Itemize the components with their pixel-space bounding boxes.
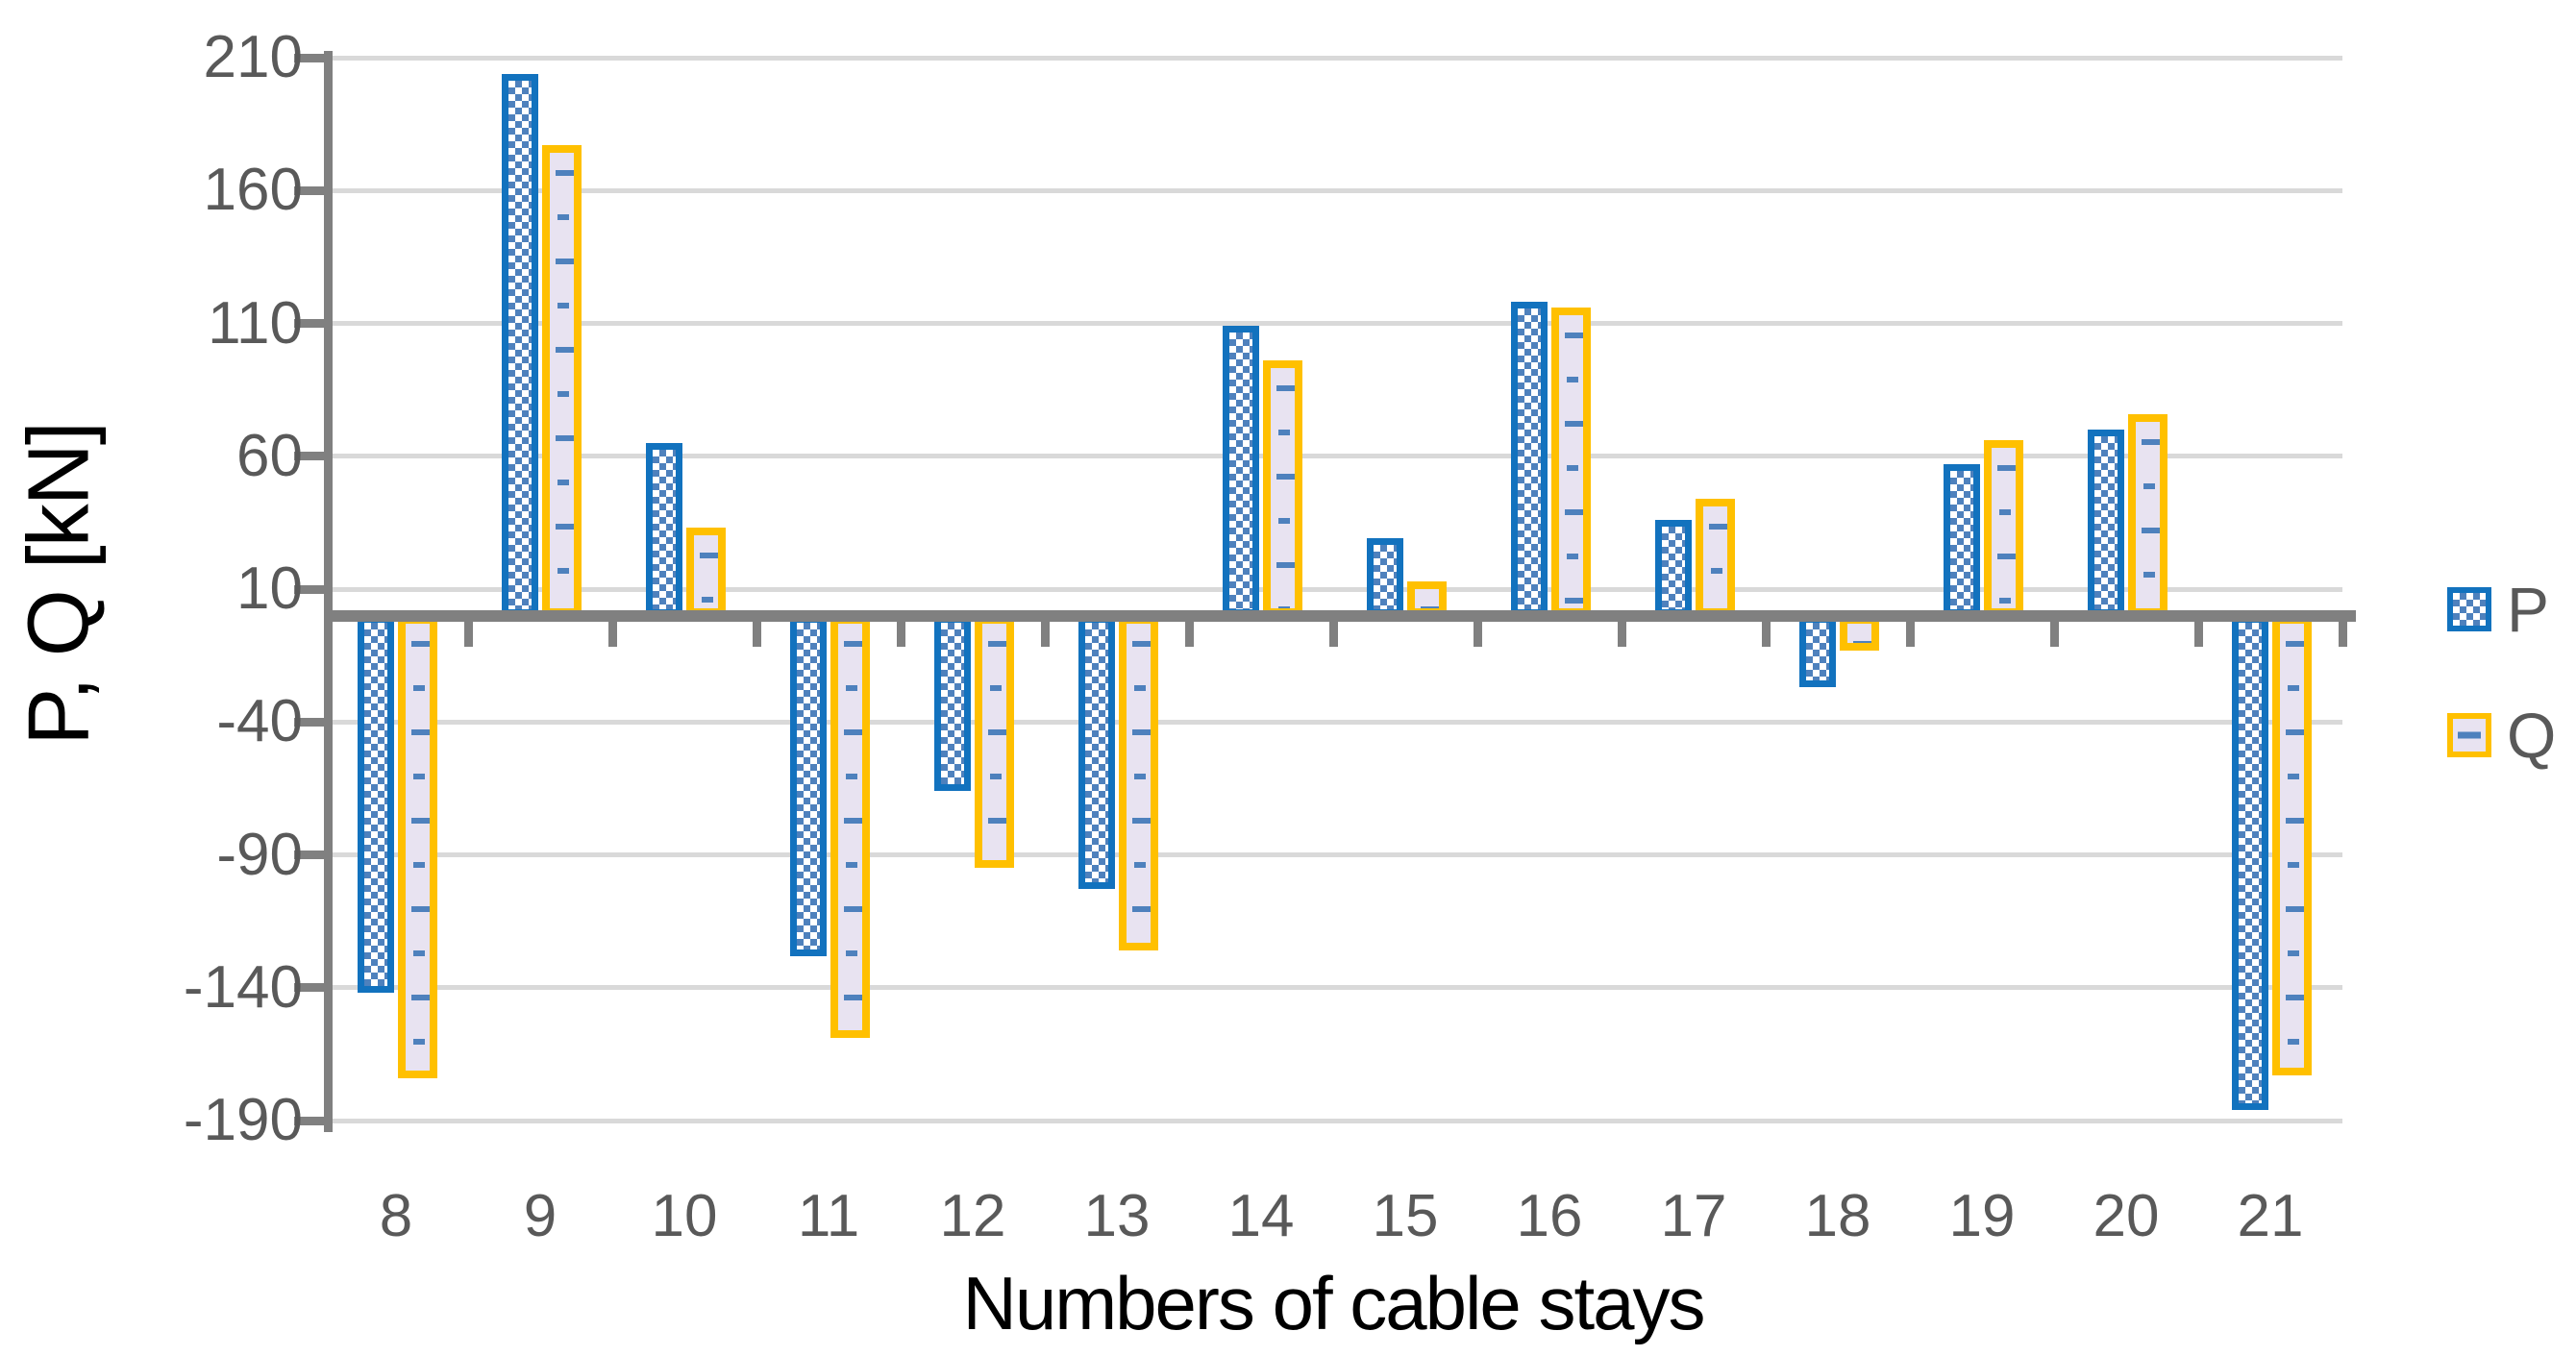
- y-tick-label--90: -90: [216, 821, 303, 888]
- legend-item-p: P: [2447, 574, 2576, 645]
- x-axis-title: Numbers of cable stays: [962, 1261, 1705, 1345]
- gridline--40: [324, 719, 2342, 725]
- x-category-label-19: 19: [1948, 1183, 2016, 1249]
- y-tick-label--140: -140: [183, 953, 303, 1021]
- y-tick-label-210: 210: [203, 24, 303, 90]
- legend: P Q: [2447, 574, 2576, 808]
- x-category-label-20: 20: [2093, 1183, 2160, 1249]
- y-tick-label-60: 60: [236, 422, 303, 489]
- legend-swatch-q-dash-icon: [2447, 713, 2491, 757]
- bar-P-13: [1078, 615, 1115, 890]
- bar-P-16: [1511, 302, 1548, 616]
- x-category-label-14: 14: [1227, 1183, 1295, 1249]
- bar-Q-20: [2128, 413, 2167, 616]
- bar-P-10: [646, 442, 682, 616]
- x-category-label-8: 8: [379, 1183, 413, 1249]
- x-category-label-11: 11: [797, 1183, 860, 1249]
- y-tick-mark--140: [294, 983, 324, 993]
- bar-Q-10: [686, 528, 726, 616]
- bar-P-15: [1367, 538, 1403, 616]
- bar-Q-12: [975, 615, 1014, 869]
- x-category-label-13: 13: [1083, 1183, 1151, 1249]
- bar-Q-19: [1984, 440, 2023, 616]
- x-boundary-tick-2: [607, 620, 617, 647]
- x-boundary-tick-11: [1905, 620, 1915, 647]
- y-tick-mark-160: [294, 185, 324, 195]
- y-tick-label-110: 110: [208, 289, 303, 357]
- legend-item-q: Q: [2447, 700, 2576, 771]
- x-boundary-tick-12: [2049, 620, 2059, 647]
- x-axis-baseline: [324, 609, 2356, 622]
- x-boundary-tick-9: [1617, 620, 1626, 647]
- x-boundary-tick-8: [1473, 620, 1482, 647]
- x-boundary-tick-6: [1184, 620, 1194, 647]
- legend-q-dash-glyph: [2458, 731, 2481, 739]
- gridline-210: [324, 55, 2342, 61]
- y-tick-mark-60: [294, 452, 324, 461]
- legend-swatch-p-checker-icon: [2447, 587, 2491, 631]
- legend-label-q: Q: [2507, 700, 2557, 771]
- y-tick-mark-110: [294, 319, 324, 328]
- gridline-110: [324, 321, 2342, 326]
- y-tick-label-160: 160: [203, 157, 303, 224]
- x-boundary-tick-13: [2193, 620, 2203, 647]
- y-axis-line: [324, 51, 333, 1132]
- gridline--90: [324, 852, 2342, 857]
- bar-Q-21: [2272, 615, 2312, 1075]
- gridline--140: [324, 985, 2342, 991]
- legend-label-p: P: [2507, 574, 2550, 645]
- bar-P-17: [1655, 520, 1692, 616]
- bar-P-21: [2232, 615, 2268, 1110]
- bar-P-9: [502, 73, 538, 616]
- x-category-label-15: 15: [1372, 1183, 1439, 1249]
- x-boundary-tick-5: [1040, 620, 1050, 647]
- x-category-label-18: 18: [1804, 1183, 1871, 1249]
- bar-Q-17: [1696, 498, 1735, 616]
- y-tick-mark-10: [294, 584, 324, 594]
- bar-Q-11: [830, 615, 870, 1039]
- gridline-160: [324, 187, 2342, 193]
- bar-P-18: [1799, 615, 1836, 688]
- bar-P-11: [790, 615, 827, 956]
- gridline--190: [324, 1118, 2342, 1123]
- y-tick-label-10: 10: [236, 555, 303, 622]
- x-boundary-tick-4: [896, 620, 905, 647]
- x-category-label-10: 10: [651, 1183, 718, 1249]
- x-category-label-21: 21: [2237, 1183, 2304, 1249]
- bar-Q-13: [1119, 615, 1158, 951]
- y-tick-label--40: -40: [216, 688, 303, 755]
- bar-Q-9: [542, 145, 582, 616]
- y-tick-mark--90: [294, 851, 324, 859]
- bar-P-20: [2088, 430, 2124, 616]
- bar-P-8: [358, 615, 394, 994]
- bar-P-19: [1944, 464, 1980, 616]
- x-boundary-tick-14: [2338, 620, 2347, 647]
- bar-Q-8: [398, 615, 437, 1078]
- bar-P-12: [934, 615, 971, 792]
- x-category-label-9: 9: [523, 1183, 557, 1249]
- x-category-label-12: 12: [939, 1183, 1006, 1249]
- x-boundary-tick-3: [752, 620, 761, 647]
- x-boundary-tick-7: [1328, 620, 1338, 647]
- bar-Q-16: [1551, 307, 1591, 616]
- x-category-label-16: 16: [1516, 1183, 1583, 1249]
- y-tick-mark--190: [294, 1116, 324, 1125]
- x-boundary-tick-1: [463, 620, 473, 647]
- x-category-label-17: 17: [1660, 1183, 1727, 1249]
- y-tick-mark--40: [294, 717, 324, 727]
- bar-P-14: [1223, 326, 1259, 616]
- gridline-10: [324, 586, 2342, 592]
- gridline-60: [324, 454, 2342, 459]
- y-tick-mark-210: [294, 53, 324, 62]
- x-boundary-tick-10: [1761, 620, 1771, 647]
- y-tick-label--190: -190: [183, 1087, 303, 1153]
- bar-Q-14: [1263, 360, 1302, 616]
